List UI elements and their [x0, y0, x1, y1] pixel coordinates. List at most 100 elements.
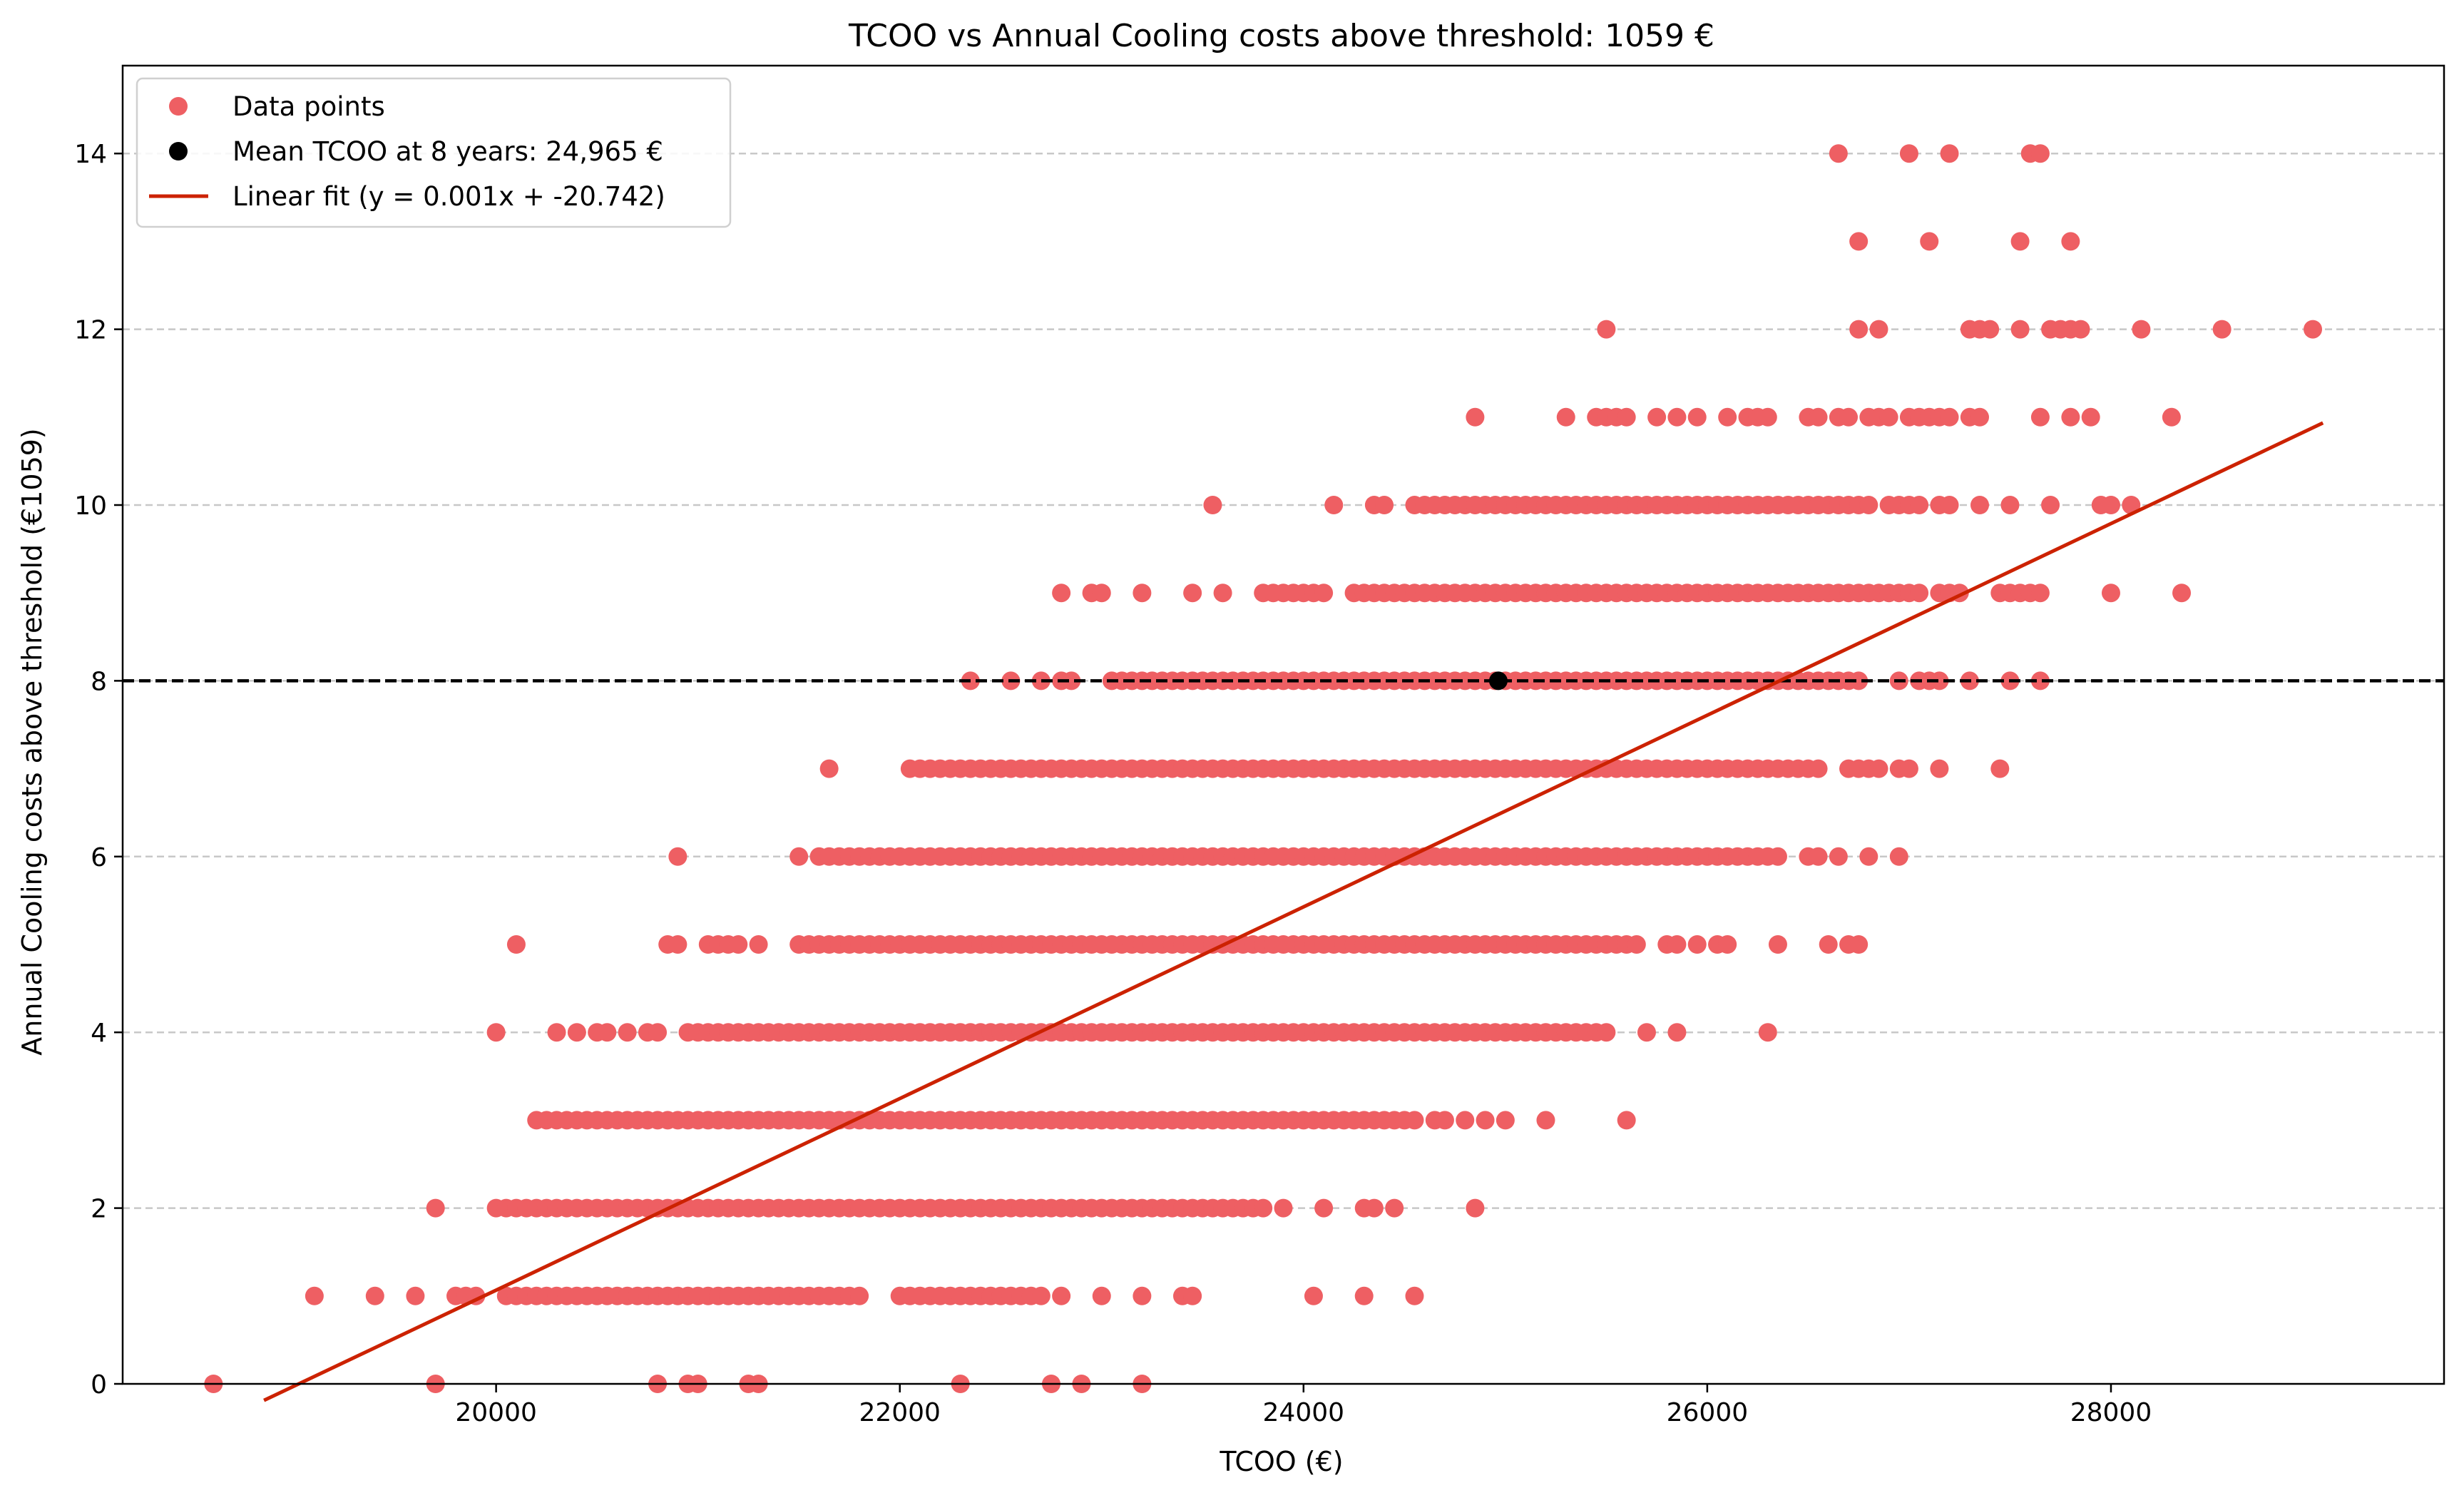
data-point: [506, 935, 526, 954]
legend-box: [136, 77, 732, 228]
data-point: [1879, 407, 1898, 427]
data-point: [1940, 144, 1959, 163]
data-point: [1556, 407, 1575, 427]
data-point: [1052, 1286, 1071, 1305]
data-point: [1859, 847, 1878, 866]
data-point: [1899, 144, 1918, 163]
legend: Data points Mean TCOO at 8 years: 24,965 …: [136, 77, 732, 228]
data-point: [547, 1023, 566, 1042]
legend-label: Mean TCOO at 8 years: 24,965 €: [232, 136, 663, 167]
data-point: [1940, 407, 1959, 427]
data-point: [1314, 1198, 1334, 1218]
data-point: [1849, 935, 1869, 954]
data-point: [1809, 847, 1828, 866]
fit-line: [263, 421, 2324, 1402]
data-point: [1910, 496, 1929, 514]
data-point: [1597, 320, 1616, 339]
data-point: [668, 847, 687, 866]
data-point: [2000, 496, 2020, 514]
data-point: [1849, 671, 1869, 691]
data-point: [1203, 496, 1222, 514]
y-tick-label: 4: [91, 1019, 107, 1048]
data-point: [2030, 584, 2050, 603]
data-point: [2061, 232, 2080, 251]
data-point: [1940, 496, 1959, 514]
data-point: [1314, 584, 1334, 603]
data-point: [2030, 671, 2050, 691]
data-point: [1667, 1023, 1687, 1042]
overlays: [123, 421, 2444, 1402]
data-point: [2172, 584, 2192, 603]
mean-point: [1488, 671, 1508, 691]
data-point: [1829, 144, 1848, 163]
data-point: [1324, 496, 1344, 514]
data-point: [1627, 935, 1646, 954]
data-point: [1930, 671, 1949, 691]
data-point: [1133, 584, 1152, 603]
data-point: [1254, 1198, 1273, 1218]
data-point: [1183, 1286, 1202, 1305]
x-tick-label: 22000: [859, 1398, 941, 1427]
y-tick-label: 0: [91, 1370, 107, 1400]
x-tick-label: 20000: [455, 1398, 537, 1427]
y-tick-label: 8: [91, 667, 107, 696]
data-point: [1899, 759, 1918, 778]
data-point: [1970, 496, 1989, 514]
data-point: [2030, 144, 2050, 163]
data-point: [1930, 759, 1949, 778]
data-point: [1466, 1198, 1485, 1218]
x-tick-label: 28000: [2070, 1398, 2152, 1427]
data-point: [2061, 407, 2080, 427]
y-tick-label: 14: [74, 140, 107, 169]
data-point: [1809, 407, 1828, 427]
axes: 20000 22000 24000 26000 28000 0 2 4 6 8 10 12 14: [74, 64, 2445, 1427]
chart-title: TCOO vs Annual Cooling costs above thres…: [848, 18, 1714, 54]
data-point: [789, 847, 809, 866]
data-point: [406, 1286, 425, 1305]
data-point: [2162, 407, 2181, 427]
data-point: [2081, 407, 2100, 427]
data-point: [1980, 320, 2000, 339]
y-axis-label: Annual Cooling costs above threshold (€1…: [16, 428, 48, 1056]
data-point: [2212, 320, 2232, 339]
data-point: [648, 1023, 668, 1042]
data-point: [1617, 1111, 1636, 1130]
data-point: [1364, 1198, 1384, 1218]
data-point: [2122, 496, 2141, 514]
data-point: [1435, 1111, 1454, 1130]
y-tick-label: 6: [91, 843, 107, 872]
data-point: [486, 1023, 506, 1042]
data-point: [1092, 584, 1111, 603]
data-point: [1052, 584, 1071, 603]
data-point: [1385, 1198, 1404, 1218]
data-point: [1687, 935, 1707, 954]
data-point: [2101, 496, 2120, 514]
data-point: [1687, 407, 1707, 427]
data-point: [749, 935, 768, 954]
x-tick-label: 24000: [1263, 1398, 1345, 1427]
data-point: [1183, 584, 1202, 603]
y-tick-label: 2: [91, 1195, 107, 1224]
legend-label: Data points: [232, 91, 385, 122]
data-point: [1869, 320, 1888, 339]
data-point: [819, 759, 839, 778]
data-points: [204, 144, 2323, 1393]
x-axis-label: TCOO (€): [1219, 1446, 1343, 1477]
data-point: [1476, 1111, 1495, 1130]
data-point: [1092, 1286, 1111, 1305]
data-point: [1768, 935, 1787, 954]
data-point: [598, 1023, 617, 1042]
legend-swatch-marker: [169, 142, 188, 160]
data-point: [1829, 847, 1848, 866]
data-point: [1839, 407, 1859, 427]
data-point: [1718, 935, 1737, 954]
data-point: [1031, 671, 1050, 691]
data-point: [426, 1198, 445, 1218]
data-point: [1768, 847, 1787, 866]
data-point: [2304, 320, 2323, 339]
legend-label: Linear fit (y = 0.001x + -20.742): [232, 181, 665, 212]
data-point: [1970, 407, 1989, 427]
data-point: [1405, 1286, 1424, 1305]
data-point: [1536, 1111, 1555, 1130]
